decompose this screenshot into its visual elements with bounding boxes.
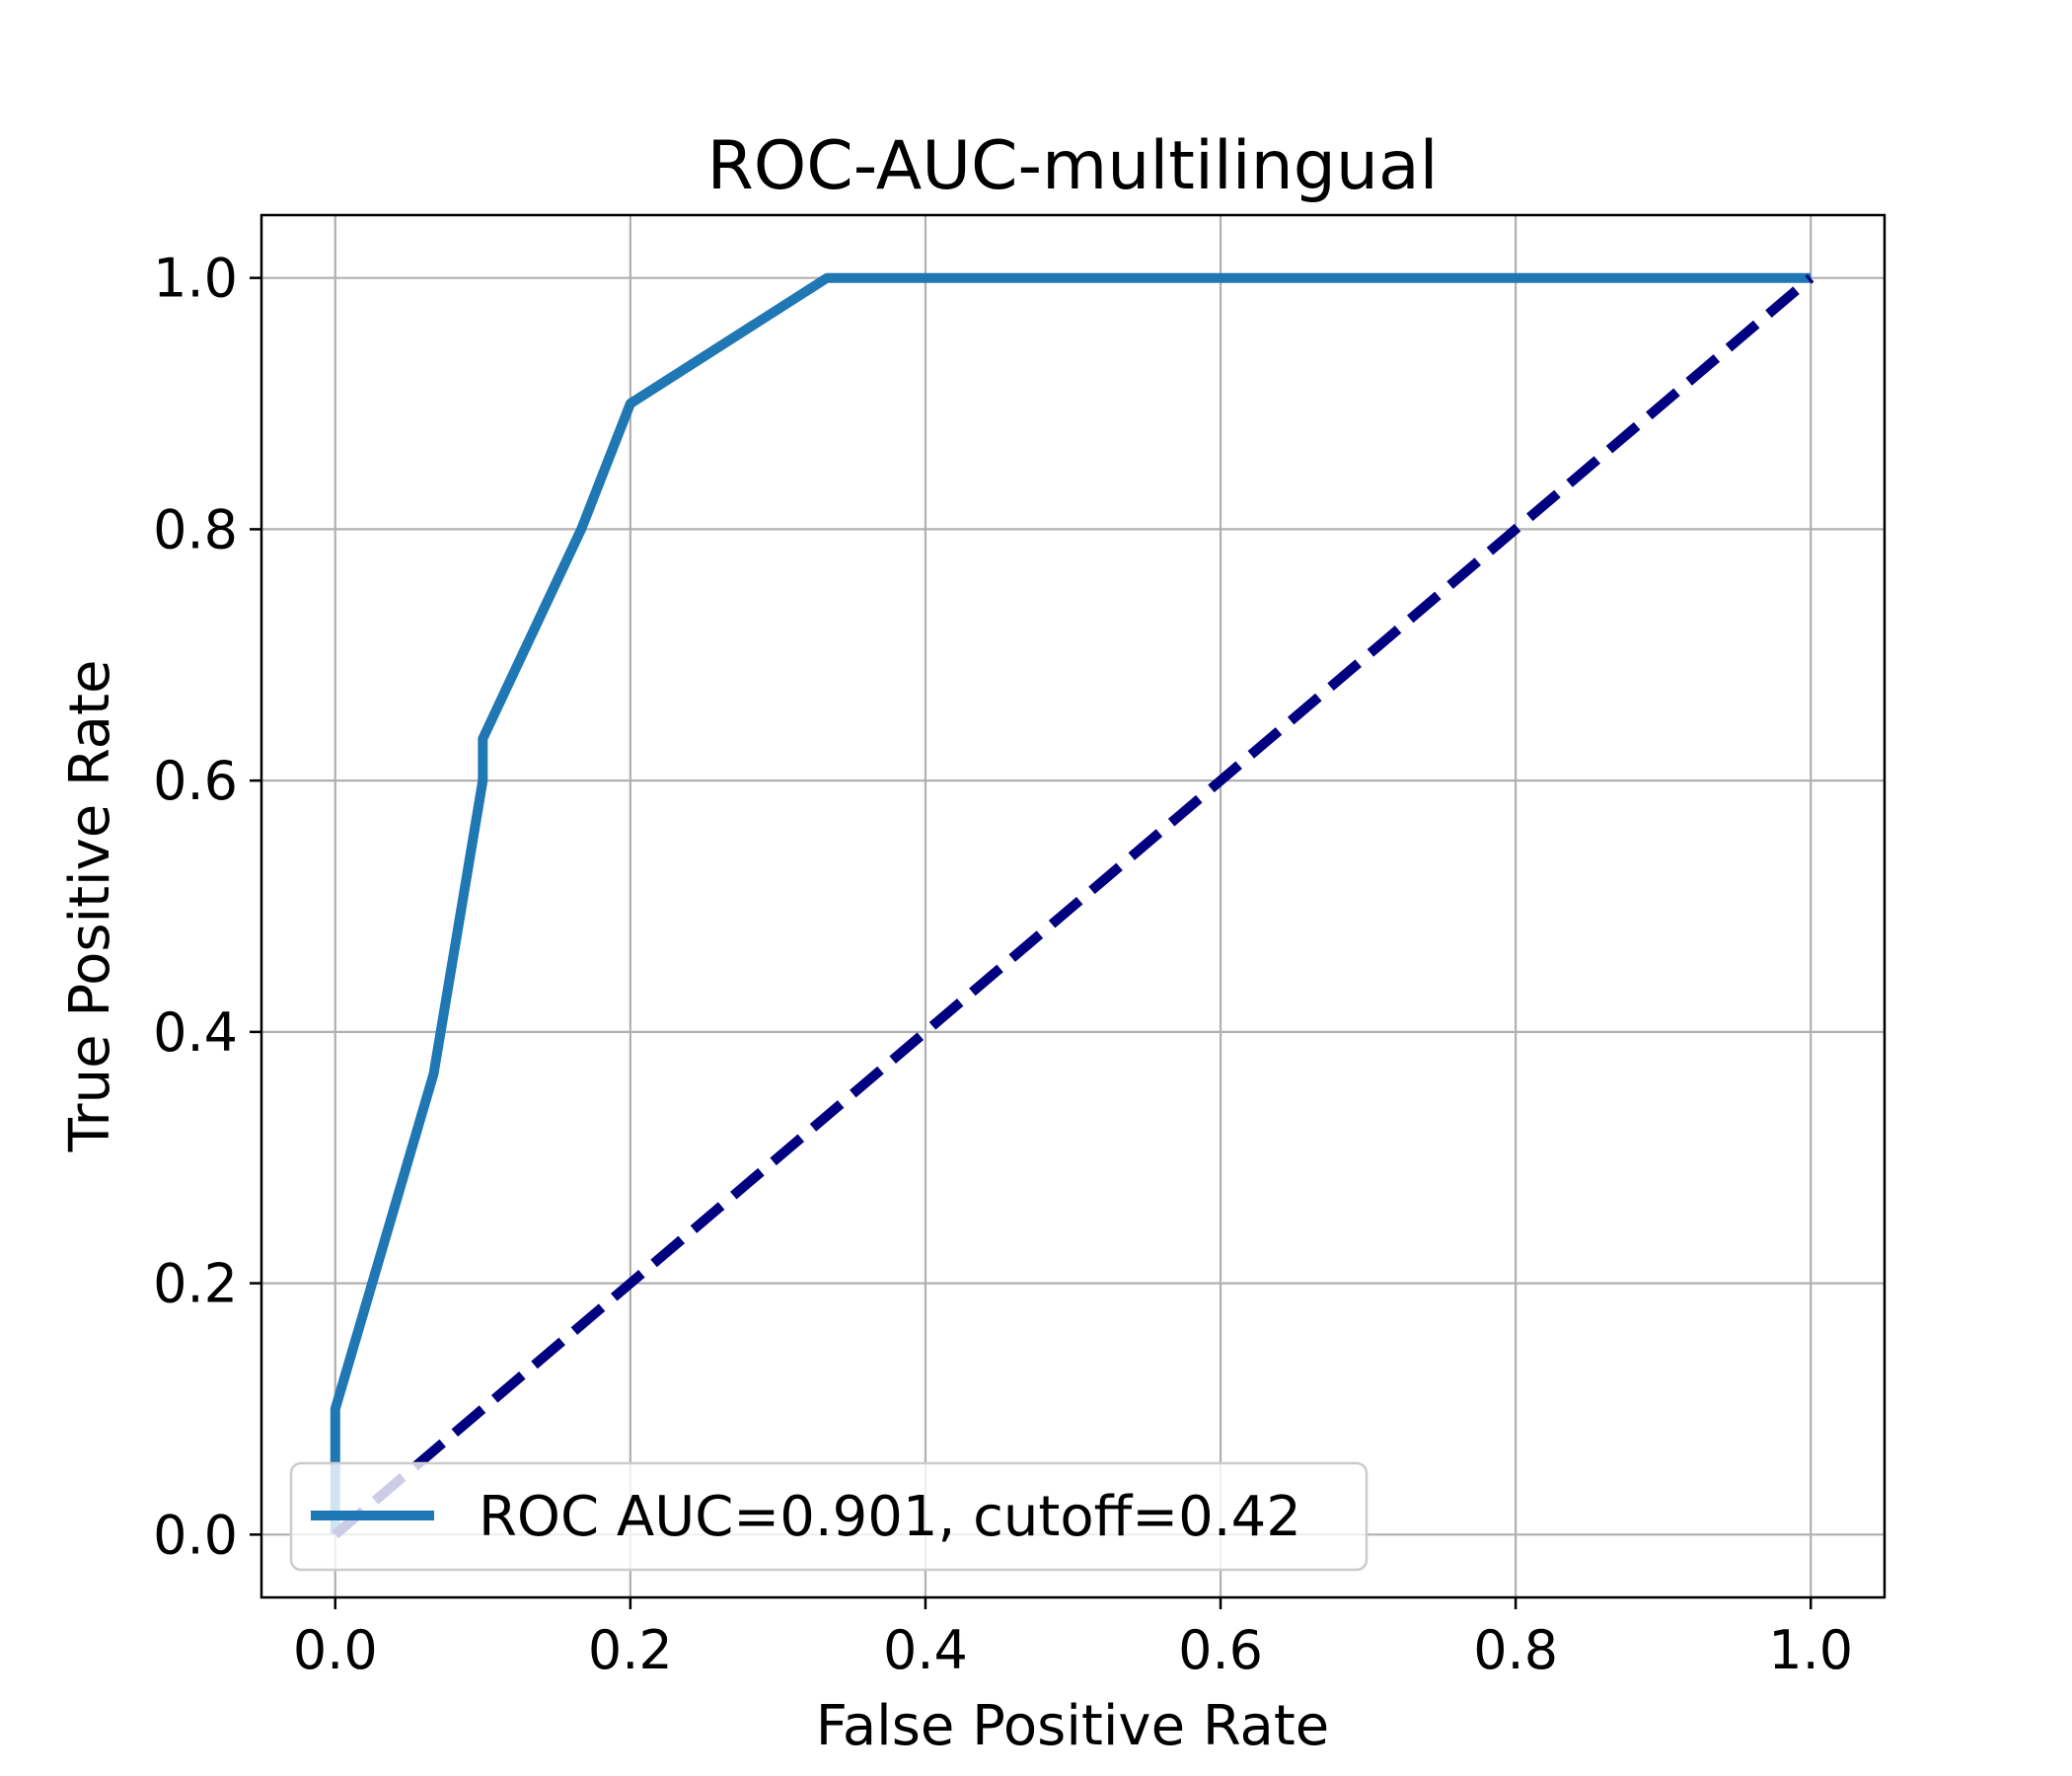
axes-frame (259, 213, 1887, 1599)
roc-curve (330, 272, 1812, 1535)
x-tick-label: 0.2 (588, 1619, 673, 1681)
axis-ticks: 0.0 0.2 0.4 0.6 0.8 1.0 0.0 0.2 0.4 0.6 0.8 1.0 (153, 248, 1853, 1681)
x-tick-label: 1.0 (1768, 1619, 1853, 1681)
y-tick-label: 0.2 (153, 1253, 238, 1315)
legend-box (289, 1461, 1369, 1572)
legend-label-roc: ROC AUC=0.901, cutoff=0.42 (479, 1485, 1301, 1549)
x-axis-label: False Positive Rate (816, 1694, 1329, 1758)
chart-title: ROC-AUC-multilingual (706, 127, 1438, 205)
y-axis-label: True Positive Rate (58, 660, 122, 1153)
y-tick-label: 0.0 (153, 1504, 238, 1566)
y-tick-label: 0.6 (153, 750, 238, 812)
y-tick-label: 0.4 (153, 1001, 238, 1064)
x-tick-label: 0.0 (293, 1619, 378, 1681)
x-tick-label: 0.4 (883, 1619, 968, 1681)
x-tick-label: 0.8 (1473, 1619, 1558, 1681)
series-lines (330, 272, 1814, 1539)
x-tick-label: 0.6 (1178, 1619, 1263, 1681)
y-tick-label: 1.0 (153, 248, 238, 310)
chance-line (332, 273, 1814, 1539)
legend: ROC AUC=0.901, cutoff=0.42 (289, 1461, 1369, 1572)
y-tick-label: 0.8 (153, 498, 238, 560)
